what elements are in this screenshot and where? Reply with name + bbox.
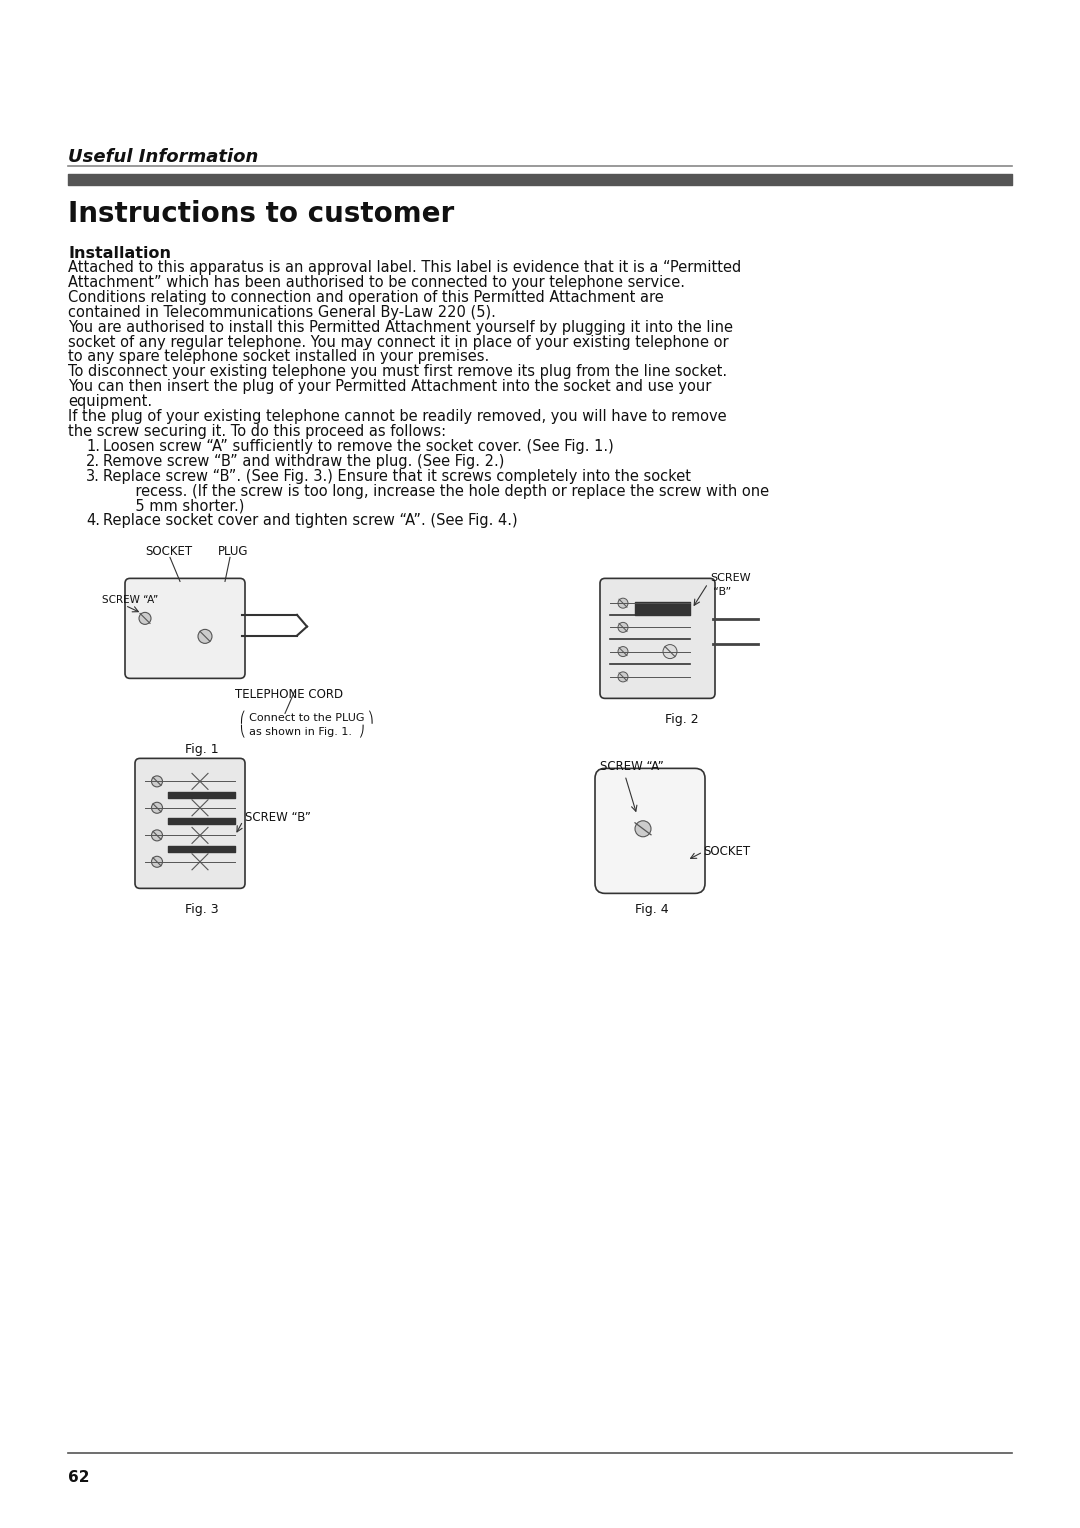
- Text: SCREW “A”: SCREW “A”: [600, 761, 664, 773]
- Circle shape: [618, 672, 627, 681]
- Circle shape: [618, 646, 627, 657]
- Text: If the plug of your existing telephone cannot be readily removed, you will have : If the plug of your existing telephone c…: [68, 410, 727, 425]
- Text: Fig. 3: Fig. 3: [185, 903, 218, 917]
- Text: Replace screw “B”. (See Fig. 3.) Ensure that it screws completely into the socke: Replace screw “B”. (See Fig. 3.) Ensure …: [103, 469, 691, 484]
- Text: SCREW: SCREW: [710, 573, 751, 584]
- Text: PLUG: PLUG: [218, 545, 248, 558]
- Text: TELEPHONE CORD: TELEPHONE CORD: [235, 689, 343, 701]
- Text: Instructions to customer: Instructions to customer: [68, 200, 455, 228]
- Text: SCREW “A”: SCREW “A”: [102, 596, 159, 605]
- Text: Fig. 1: Fig. 1: [185, 744, 218, 756]
- Circle shape: [198, 630, 212, 643]
- Circle shape: [139, 613, 151, 625]
- Text: contained in Telecommunications General By-Law 220 (5).: contained in Telecommunications General …: [68, 304, 496, 319]
- Text: Installation: Installation: [68, 246, 171, 261]
- Text: Loosen screw “A” sufficiently to remove the socket cover. (See Fig. 1.): Loosen screw “A” sufficiently to remove …: [103, 439, 613, 454]
- Text: Conditions relating to connection and operation of this Permitted Attachment are: Conditions relating to connection and op…: [68, 290, 664, 304]
- Circle shape: [151, 856, 162, 868]
- Circle shape: [618, 597, 627, 608]
- Text: Fig. 2: Fig. 2: [665, 714, 699, 726]
- FancyBboxPatch shape: [135, 758, 245, 888]
- Circle shape: [151, 802, 162, 813]
- Text: 1.: 1.: [86, 439, 100, 454]
- Text: Useful Information: Useful Information: [68, 148, 258, 167]
- Text: ⎝ as shown in Fig. 1.  ⎠: ⎝ as shown in Fig. 1. ⎠: [240, 726, 365, 738]
- Text: 3.: 3.: [86, 469, 99, 484]
- Text: the screw securing it. To do this proceed as follows:: the screw securing it. To do this procee…: [68, 423, 446, 439]
- FancyBboxPatch shape: [595, 769, 705, 894]
- Text: recess. (If the screw is too long, increase the hole depth or replace the screw : recess. (If the screw is too long, incre…: [103, 484, 769, 498]
- Circle shape: [618, 622, 627, 633]
- Text: 5 mm shorter.): 5 mm shorter.): [103, 498, 244, 513]
- FancyBboxPatch shape: [125, 579, 245, 678]
- Text: SOCKET: SOCKET: [703, 845, 751, 859]
- Text: equipment.: equipment.: [68, 394, 152, 410]
- Text: Attached to this apparatus is an approval label. This label is evidence that it : Attached to this apparatus is an approva…: [68, 260, 741, 275]
- Circle shape: [151, 776, 162, 787]
- FancyBboxPatch shape: [600, 579, 715, 698]
- Text: Attachment” which has been authorised to be connected to your telephone service.: Attachment” which has been authorised to…: [68, 275, 685, 290]
- Text: To disconnect your existing telephone you must first remove its plug from the li: To disconnect your existing telephone yo…: [68, 364, 727, 379]
- Text: SCREW “B”: SCREW “B”: [245, 811, 311, 824]
- Text: You are authorised to install this Permitted Attachment yourself by plugging it : You are authorised to install this Permi…: [68, 319, 733, 335]
- Text: You can then insert the plug of your Permitted Attachment into the socket and us: You can then insert the plug of your Per…: [68, 379, 712, 394]
- Text: SOCKET: SOCKET: [145, 545, 192, 558]
- Circle shape: [663, 645, 677, 659]
- Text: ⎛ Connect to the PLUG ⎞: ⎛ Connect to the PLUG ⎞: [240, 711, 374, 724]
- Text: Remove screw “B” and withdraw the plug. (See Fig. 2.): Remove screw “B” and withdraw the plug. …: [103, 454, 504, 469]
- Text: 4.: 4.: [86, 513, 100, 529]
- Circle shape: [635, 821, 651, 837]
- Text: to any spare telephone socket installed in your premises.: to any spare telephone socket installed …: [68, 350, 489, 365]
- Text: Fig. 4: Fig. 4: [635, 903, 669, 917]
- Text: socket of any regular telephone. You may connect it in place of your existing te: socket of any regular telephone. You may…: [68, 335, 729, 350]
- Circle shape: [151, 830, 162, 840]
- Text: 62: 62: [68, 1470, 90, 1485]
- Text: 2.: 2.: [86, 454, 100, 469]
- Text: Replace socket cover and tighten screw “A”. (See Fig. 4.): Replace socket cover and tighten screw “…: [103, 513, 517, 529]
- Text: “B”: “B”: [713, 587, 731, 597]
